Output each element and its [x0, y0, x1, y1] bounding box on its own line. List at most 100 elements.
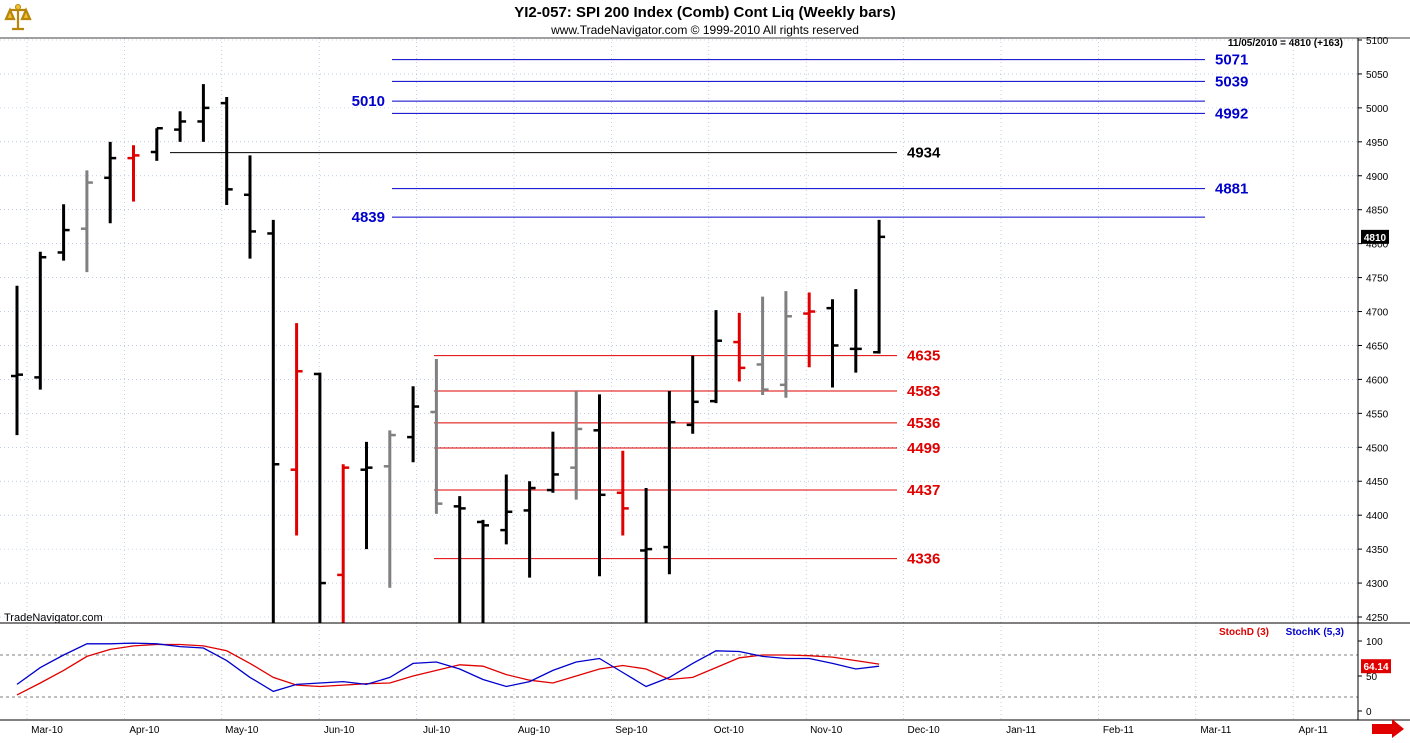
ohlc-bar	[523, 481, 536, 578]
last-price-marker	[1361, 229, 1389, 244]
stoch-last-marker	[1361, 659, 1391, 674]
ohlc-bar	[733, 312, 746, 382]
price-tick-label: 4700	[1366, 308, 1389, 319]
x-tick-label: Aug-10	[518, 725, 551, 736]
ohlc-bar	[290, 323, 303, 536]
price-tick-label: 4850	[1366, 206, 1389, 217]
price-tick-label: 4350	[1366, 545, 1389, 556]
level-label: 4635	[907, 348, 940, 365]
ohlc-bar	[150, 126, 163, 161]
ohlc-bar	[873, 219, 886, 354]
level-label: 4583	[907, 383, 940, 400]
ohlc-bar	[360, 441, 373, 550]
price-tick-label: 5050	[1366, 70, 1389, 81]
bars-layer	[11, 84, 886, 623]
ohlc-bar	[267, 219, 280, 623]
level-label: 4881	[1215, 181, 1248, 198]
ohlc-bar	[826, 299, 839, 388]
x-tick-label: May-10	[225, 725, 259, 736]
level-label: 5010	[352, 93, 385, 110]
level-label: 4992	[1215, 105, 1248, 122]
ohlc-bar	[477, 519, 489, 623]
stoch-layer	[16, 642, 880, 696]
x-tick-label: Sep-10	[615, 725, 648, 736]
level-label: 5071	[1215, 52, 1248, 69]
x-tick-label: Apr-11	[1299, 725, 1329, 736]
ohlc-bar	[244, 155, 256, 259]
price-tick-label: 4800	[1366, 240, 1389, 251]
level-label: 4499	[907, 440, 940, 457]
price-tick-label: 4550	[1366, 409, 1389, 420]
ohlc-bar	[849, 289, 862, 373]
stoch-grid	[0, 654, 1358, 698]
price-tick-label: 4400	[1366, 511, 1389, 522]
stoch-last-label: 64.14	[1363, 662, 1388, 673]
levels-layer: 5071 5039 5010 4992 4934 4881 4839 4635 4583 4536…	[170, 52, 1248, 568]
ohlc-bar	[407, 386, 420, 463]
level-label: 4934	[907, 145, 941, 162]
axis-layer: 4250 4300 4350 4400 4450 4500 4550 4600 4650 4700…	[0, 36, 1410, 736]
price-tick-label: 4600	[1366, 375, 1389, 386]
ohlc-bar	[686, 355, 699, 434]
level-label: 4536	[907, 415, 940, 432]
x-tick-label: Jul-10	[423, 725, 451, 736]
ohlc-bar	[174, 111, 187, 142]
ohlc-bar	[220, 97, 233, 205]
ohlc-bar	[57, 204, 70, 261]
price-tick-label: 4250	[1366, 613, 1389, 624]
price-tick-label: 4300	[1366, 579, 1389, 590]
price-tick-label: 4750	[1366, 274, 1389, 285]
ohlc-bar	[313, 372, 326, 623]
level-label: 4839	[352, 209, 385, 226]
chart-title: YI2-057: SPI 200 Index (Comb) Cont Liq (…	[514, 4, 895, 21]
stoch-tick-label: 50	[1366, 672, 1378, 683]
stoch-tick-label: 100	[1366, 637, 1383, 648]
ohlc-bar	[453, 496, 466, 623]
ohlc-bar	[663, 390, 676, 575]
ohlc-bar	[104, 141, 117, 224]
price-tick-label: 5000	[1366, 104, 1389, 115]
last-price-label: 4810	[1364, 233, 1387, 244]
x-tick-label: Oct-10	[714, 725, 744, 736]
watermark: TradeNavigator.com	[4, 612, 103, 624]
arrow-right-icon[interactable]	[1372, 719, 1404, 738]
ohlc-bar	[803, 292, 816, 368]
ohlc-bar	[616, 450, 629, 536]
ohlc-bar	[383, 430, 396, 588]
price-tick-label: 4900	[1366, 172, 1389, 183]
x-tick-label: Mar-11	[1200, 725, 1231, 736]
x-tick-label: Nov-10	[810, 725, 843, 736]
x-tick-label: Jun-10	[324, 725, 355, 736]
price-tick-label: 4950	[1366, 138, 1389, 149]
ohlc-bar	[80, 170, 93, 273]
ohlc-bar	[546, 431, 559, 493]
stoch-series-line	[16, 642, 880, 693]
ohlc-bar	[570, 390, 583, 500]
ohlc-bar	[197, 84, 210, 142]
ohlc-bar	[710, 310, 722, 404]
x-tick-label: Apr-10	[129, 725, 159, 736]
ohlc-bar	[640, 488, 653, 623]
chart-subtitle: www.TradeNavigator.com © 1999-2010 All r…	[550, 23, 859, 37]
x-tick-label: Mar-10	[31, 725, 63, 736]
trade-navigator-logo-icon	[2, 2, 34, 34]
stoch-k-legend: StochK (5,3)	[1286, 627, 1344, 638]
ohlc-bar	[756, 296, 769, 396]
price-tick-label: 4650	[1366, 341, 1389, 352]
last-quote-label: 11/05/2010 = 4810 (+163)	[1228, 38, 1343, 49]
ohlc-bar	[779, 291, 792, 398]
x-tick-label: Dec-10	[907, 725, 940, 736]
x-tick-label: Jan-11	[1006, 725, 1036, 736]
ohlc-bar	[127, 145, 140, 202]
ohlc-bar	[11, 285, 23, 436]
stoch-d-legend: StochD (3)	[1219, 627, 1269, 638]
ohlc-bar	[337, 464, 350, 623]
ohlc-bar	[34, 251, 47, 390]
price-tick-label: 4500	[1366, 443, 1389, 454]
price-tick-label: 5100	[1366, 36, 1389, 47]
ohlc-bar	[500, 474, 513, 545]
x-tick-label: Feb-11	[1103, 725, 1134, 736]
price-tick-label: 4450	[1366, 477, 1389, 488]
